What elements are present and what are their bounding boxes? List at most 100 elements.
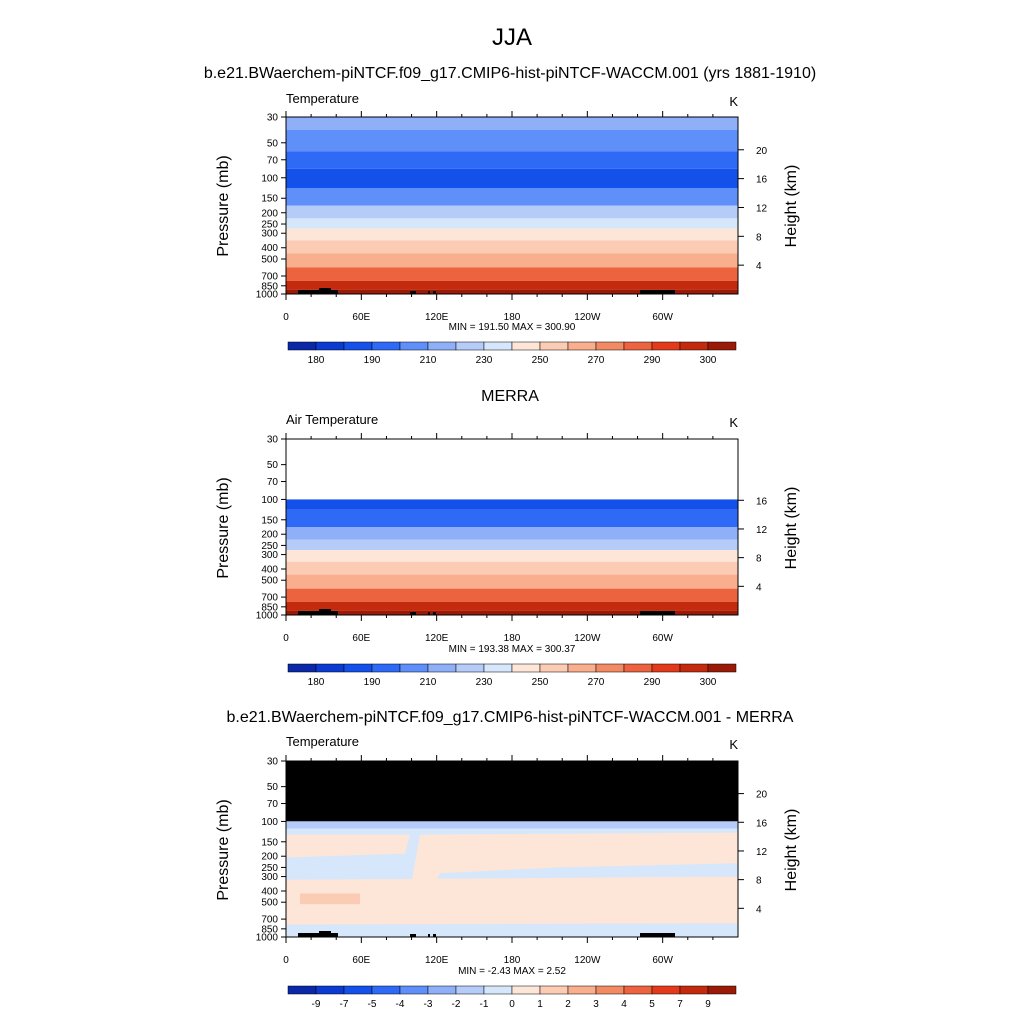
colorbar-swatch (371, 985, 401, 995)
y-tick-label: 150 (261, 194, 278, 205)
topography (640, 611, 675, 615)
x-tick-label: 0 (283, 312, 289, 323)
colorbar-label: 190 (364, 677, 381, 688)
y-tick-label: 500 (261, 576, 278, 587)
contour-band (286, 253, 738, 268)
topography (640, 933, 675, 937)
colorbar-swatch (427, 663, 457, 673)
topography (319, 931, 331, 937)
y-tick-label: 850 (261, 281, 278, 292)
colorbar-label: 190 (364, 355, 381, 366)
colorbar-label: 180 (308, 677, 325, 688)
colorbar-swatch (287, 663, 317, 673)
colorbar-swatch (399, 341, 429, 351)
y-tick-label: 250 (261, 220, 278, 231)
topography (298, 611, 338, 615)
contour-band (410, 832, 738, 920)
y2-tick-label: 12 (756, 203, 768, 214)
contour-band (286, 228, 738, 241)
topography (433, 612, 436, 615)
contour-band (286, 168, 738, 189)
x-tick-label: 180 (504, 633, 521, 644)
y-tick-label: 150 (261, 515, 278, 526)
y2-tick-label: 16 (756, 818, 768, 829)
colorbar: -9 -7 -5 -4 -3 -2 -1 0 1 2 3 4 5 7 9 (287, 985, 737, 1010)
y-tick-label: 70 (267, 477, 279, 488)
y-tick-label: 50 (267, 460, 279, 471)
colorbar-swatch (343, 985, 373, 995)
colorbar-swatch (483, 985, 513, 995)
colorbar-swatch (455, 341, 485, 351)
x-tick-label: 120W (574, 633, 601, 644)
colorbar-label: 270 (588, 355, 605, 366)
colorbar-swatch (595, 985, 625, 995)
masked-region (286, 761, 738, 822)
y-tick-label: 500 (261, 898, 278, 909)
units-label: K (729, 737, 738, 752)
colorbar-swatch (539, 985, 569, 995)
colorbar-label: -3 (424, 999, 433, 1010)
contour-band (286, 821, 738, 829)
colorbar-swatch (595, 663, 625, 673)
contour-band (300, 893, 360, 905)
topography (640, 290, 675, 294)
y2-tick-label: 8 (756, 554, 762, 565)
y2-tick-label: 4 (756, 582, 762, 593)
contour-band (286, 267, 738, 281)
colorbar-swatch (399, 663, 429, 673)
x-tick-label: 60W (652, 955, 673, 966)
contour-band (286, 499, 738, 510)
colorbar-label: -7 (340, 999, 349, 1010)
variable-label: Temperature (286, 734, 359, 749)
colorbar-swatch (427, 985, 457, 995)
y-tick-label: 100 (261, 495, 278, 506)
colorbar-swatch (343, 341, 373, 351)
y-tick-label: 700 (261, 915, 278, 926)
colorbar-swatch (315, 663, 345, 673)
colorbar-label: 2 (565, 999, 571, 1010)
topography (410, 291, 416, 294)
units-label: K (729, 415, 738, 430)
colorbar-label: 230 (476, 677, 493, 688)
contour-band (286, 280, 738, 290)
contour-band (286, 588, 738, 602)
y-tick-label: 300 (261, 229, 278, 240)
colorbar-label: 3 (593, 999, 599, 1010)
colorbar-label: -9 (312, 999, 321, 1010)
colorbar-swatch (623, 663, 653, 673)
contour-field (286, 117, 738, 294)
x-tick-label: 60E (352, 633, 370, 644)
colorbar-swatch (399, 985, 429, 995)
contour-band (286, 539, 738, 550)
variable-label: Air Temperature (286, 412, 378, 427)
variable-label: Temperature (286, 91, 359, 106)
colorbar-swatch (455, 663, 485, 673)
topography (298, 290, 338, 294)
y-tick-label: 700 (261, 593, 278, 604)
contour-band (286, 240, 738, 254)
colorbar-swatch (455, 985, 485, 995)
y2-tick-label: 4 (756, 261, 762, 272)
y2-tick-label: 12 (756, 847, 768, 858)
colorbar-label: -2 (452, 999, 461, 1010)
x-tick-label: 60E (352, 312, 370, 323)
topography (410, 934, 416, 937)
colorbar-label: 250 (532, 355, 549, 366)
y-tick-label: 50 (267, 138, 279, 149)
colorbar-label: -5 (368, 999, 377, 1010)
colorbar-swatch (315, 341, 345, 351)
colorbar-swatch (511, 985, 541, 995)
colorbar-swatch (511, 341, 541, 351)
contour-band (286, 601, 738, 611)
contour-band (286, 188, 738, 206)
topography (428, 934, 430, 937)
axes: 3050701001502002503004005007008501000481… (256, 111, 768, 323)
y-tick-label: 30 (267, 757, 279, 768)
panel-title: b.e21.BWaerchem-piNTCF.f09_g17.CMIP6-his… (227, 709, 794, 726)
colorbar-swatch (287, 341, 317, 351)
contour-band (286, 151, 738, 169)
colorbar-label: 5 (649, 999, 655, 1010)
colorbar-swatch (567, 341, 597, 351)
contour-band (286, 610, 738, 615)
y-tick-label: 200 (261, 208, 278, 219)
